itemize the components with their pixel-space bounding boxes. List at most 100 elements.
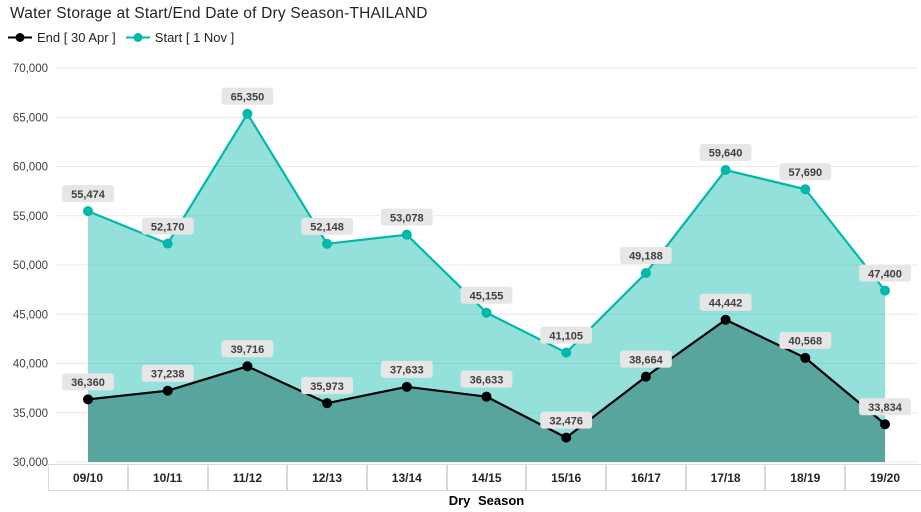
- data-label-text: 33,834: [868, 402, 903, 414]
- data-label-background: [859, 264, 911, 282]
- end-data-point-16/17[interactable]: [640, 371, 651, 382]
- end-data-label: 36,360: [62, 373, 114, 391]
- data-label-text: 52,148: [310, 222, 344, 234]
- start-data-point-19/20[interactable]: [880, 285, 890, 296]
- end-data-label: 33,834: [859, 398, 911, 416]
- data-label-text: 32,476: [549, 415, 583, 427]
- legend-label: Start [ 1 Nov ]: [154, 30, 235, 45]
- y-axis-tick-label: 50,000: [13, 260, 48, 272]
- end-legend-marker-icon: [8, 33, 32, 42]
- start-data-label: 47,400: [859, 264, 911, 282]
- end-data-label: 38,664: [620, 350, 672, 368]
- start-data-point-14/15[interactable]: [481, 307, 492, 318]
- end-data-label: 44,442: [699, 293, 752, 311]
- x-axis-category-19/20: 19/20: [845, 464, 921, 491]
- end-data-label: 35,973: [301, 377, 353, 395]
- data-label-text: 57,690: [788, 167, 822, 179]
- end-data-label: 39,716: [221, 340, 274, 358]
- data-label-text: 52,170: [151, 221, 185, 233]
- x-axis-category-18/19: 18/19: [765, 464, 846, 491]
- data-label-background: [859, 398, 911, 416]
- x-axis-title: Dry Season: [448, 493, 525, 508]
- y-axis-tick-label: 65,000: [13, 112, 48, 124]
- y-axis-tick-label: 35,000: [13, 408, 48, 420]
- end-data-point-11/12[interactable]: [242, 361, 253, 372]
- end-data-label: 37,238: [141, 364, 194, 382]
- x-axis-category-12/13: 12/13: [287, 464, 367, 491]
- end-data-label: 32,476: [540, 411, 593, 429]
- end-area-fill: [88, 319, 885, 462]
- start-data-point-11/12[interactable]: [242, 108, 253, 119]
- end-data-point-12/13[interactable]: [322, 398, 333, 409]
- legend-item-end[interactable]: End [ 30 Apr ]: [8, 30, 116, 45]
- start-data-label: 52,148: [301, 217, 353, 235]
- data-label-text: 45,155: [470, 290, 504, 302]
- data-label-background: [141, 364, 194, 382]
- end-data-point-10/11[interactable]: [162, 385, 173, 396]
- data-label-text: 65,350: [231, 92, 265, 104]
- start-data-point-17/18[interactable]: [720, 165, 731, 176]
- end-data-point-17/18[interactable]: [720, 314, 731, 325]
- x-axis-category-13/14: 13/14: [366, 464, 447, 491]
- end-data-point-14/15[interactable]: [481, 391, 492, 402]
- data-label-background: [460, 370, 513, 388]
- start-data-label: 65,350: [221, 87, 274, 105]
- start-data-label: 41,105: [540, 326, 593, 344]
- x-axis-category-09/10: 09/10: [48, 464, 128, 491]
- x-axis-category-17/18: 17/18: [685, 464, 766, 491]
- y-axis-tick-label: 55,000: [13, 211, 48, 223]
- data-label-background: [620, 350, 672, 368]
- x-axis-category-16/17: 16/17: [606, 464, 686, 491]
- data-label-background: [62, 373, 114, 391]
- data-label-text: 44,442: [709, 297, 743, 309]
- start-data-label: 59,640: [699, 144, 752, 162]
- start-data-label: 49,188: [620, 246, 672, 264]
- data-label-background: [62, 185, 114, 203]
- end-data-label: 37,633: [380, 360, 433, 378]
- data-label-text: 39,716: [231, 344, 265, 356]
- start-data-point-13/14[interactable]: [401, 229, 412, 240]
- legend-label: End [ 30 Apr ]: [37, 30, 116, 45]
- data-label-background: [380, 208, 433, 226]
- data-label-background: [699, 144, 752, 162]
- chart-title: Water Storage at Start/End Date of Dry S…: [10, 5, 428, 22]
- data-label-background: [779, 331, 832, 349]
- data-label-text: 40,568: [788, 336, 822, 348]
- data-label-background: [540, 326, 593, 344]
- end-data-point-19/20[interactable]: [880, 419, 890, 430]
- data-label-text: 37,238: [151, 368, 185, 380]
- legend: End [ 30 Apr ] Start [ 1 Nov ]: [8, 30, 234, 45]
- data-label-background: [380, 360, 433, 378]
- end-data-point-15/16[interactable]: [561, 432, 572, 443]
- start-data-point-15/16[interactable]: [561, 347, 572, 358]
- start-data-point-18/19[interactable]: [800, 184, 811, 195]
- data-label-background: [779, 163, 832, 181]
- data-label-background: [141, 217, 194, 235]
- x-axis-category-11/12: 11/12: [207, 464, 288, 491]
- y-axis-tick-label: 60,000: [13, 162, 48, 174]
- start-data-point-09/10[interactable]: [83, 206, 93, 217]
- data-label-background: [221, 340, 274, 358]
- data-label-background: [301, 217, 353, 235]
- y-axis-tick-label: 45,000: [13, 309, 48, 321]
- y-axis-tick-label: 70,000: [13, 63, 48, 75]
- y-axis-tick-label: 40,000: [13, 359, 48, 371]
- end-data-point-18/19[interactable]: [800, 352, 811, 363]
- start-legend-marker-icon: [125, 33, 150, 42]
- legend-item-start[interactable]: Start [ 1 Nov ]: [125, 30, 235, 45]
- data-label-background: [460, 286, 513, 304]
- data-label-text: 49,188: [629, 251, 663, 263]
- start-data-label: 57,690: [779, 163, 832, 181]
- y-axis-tick-label: 30,000: [13, 457, 48, 469]
- x-axis-category-10/11: 10/11: [127, 464, 208, 491]
- x-axis: 09/10 10/11 11/12 12/13 13/14 14/15 15/16 16/17…: [0, 464, 921, 493]
- end-data-point-09/10[interactable]: [83, 394, 93, 405]
- start-data-point-16/17[interactable]: [640, 267, 651, 278]
- start-data-point-12/13[interactable]: [322, 238, 333, 249]
- data-label-text: 36,360: [71, 377, 105, 389]
- end-data-point-13/14[interactable]: [401, 381, 412, 392]
- x-axis-category-14/15: 14/15: [446, 464, 527, 491]
- start-data-point-10/11[interactable]: [162, 238, 173, 249]
- data-label-text: 37,633: [390, 365, 424, 377]
